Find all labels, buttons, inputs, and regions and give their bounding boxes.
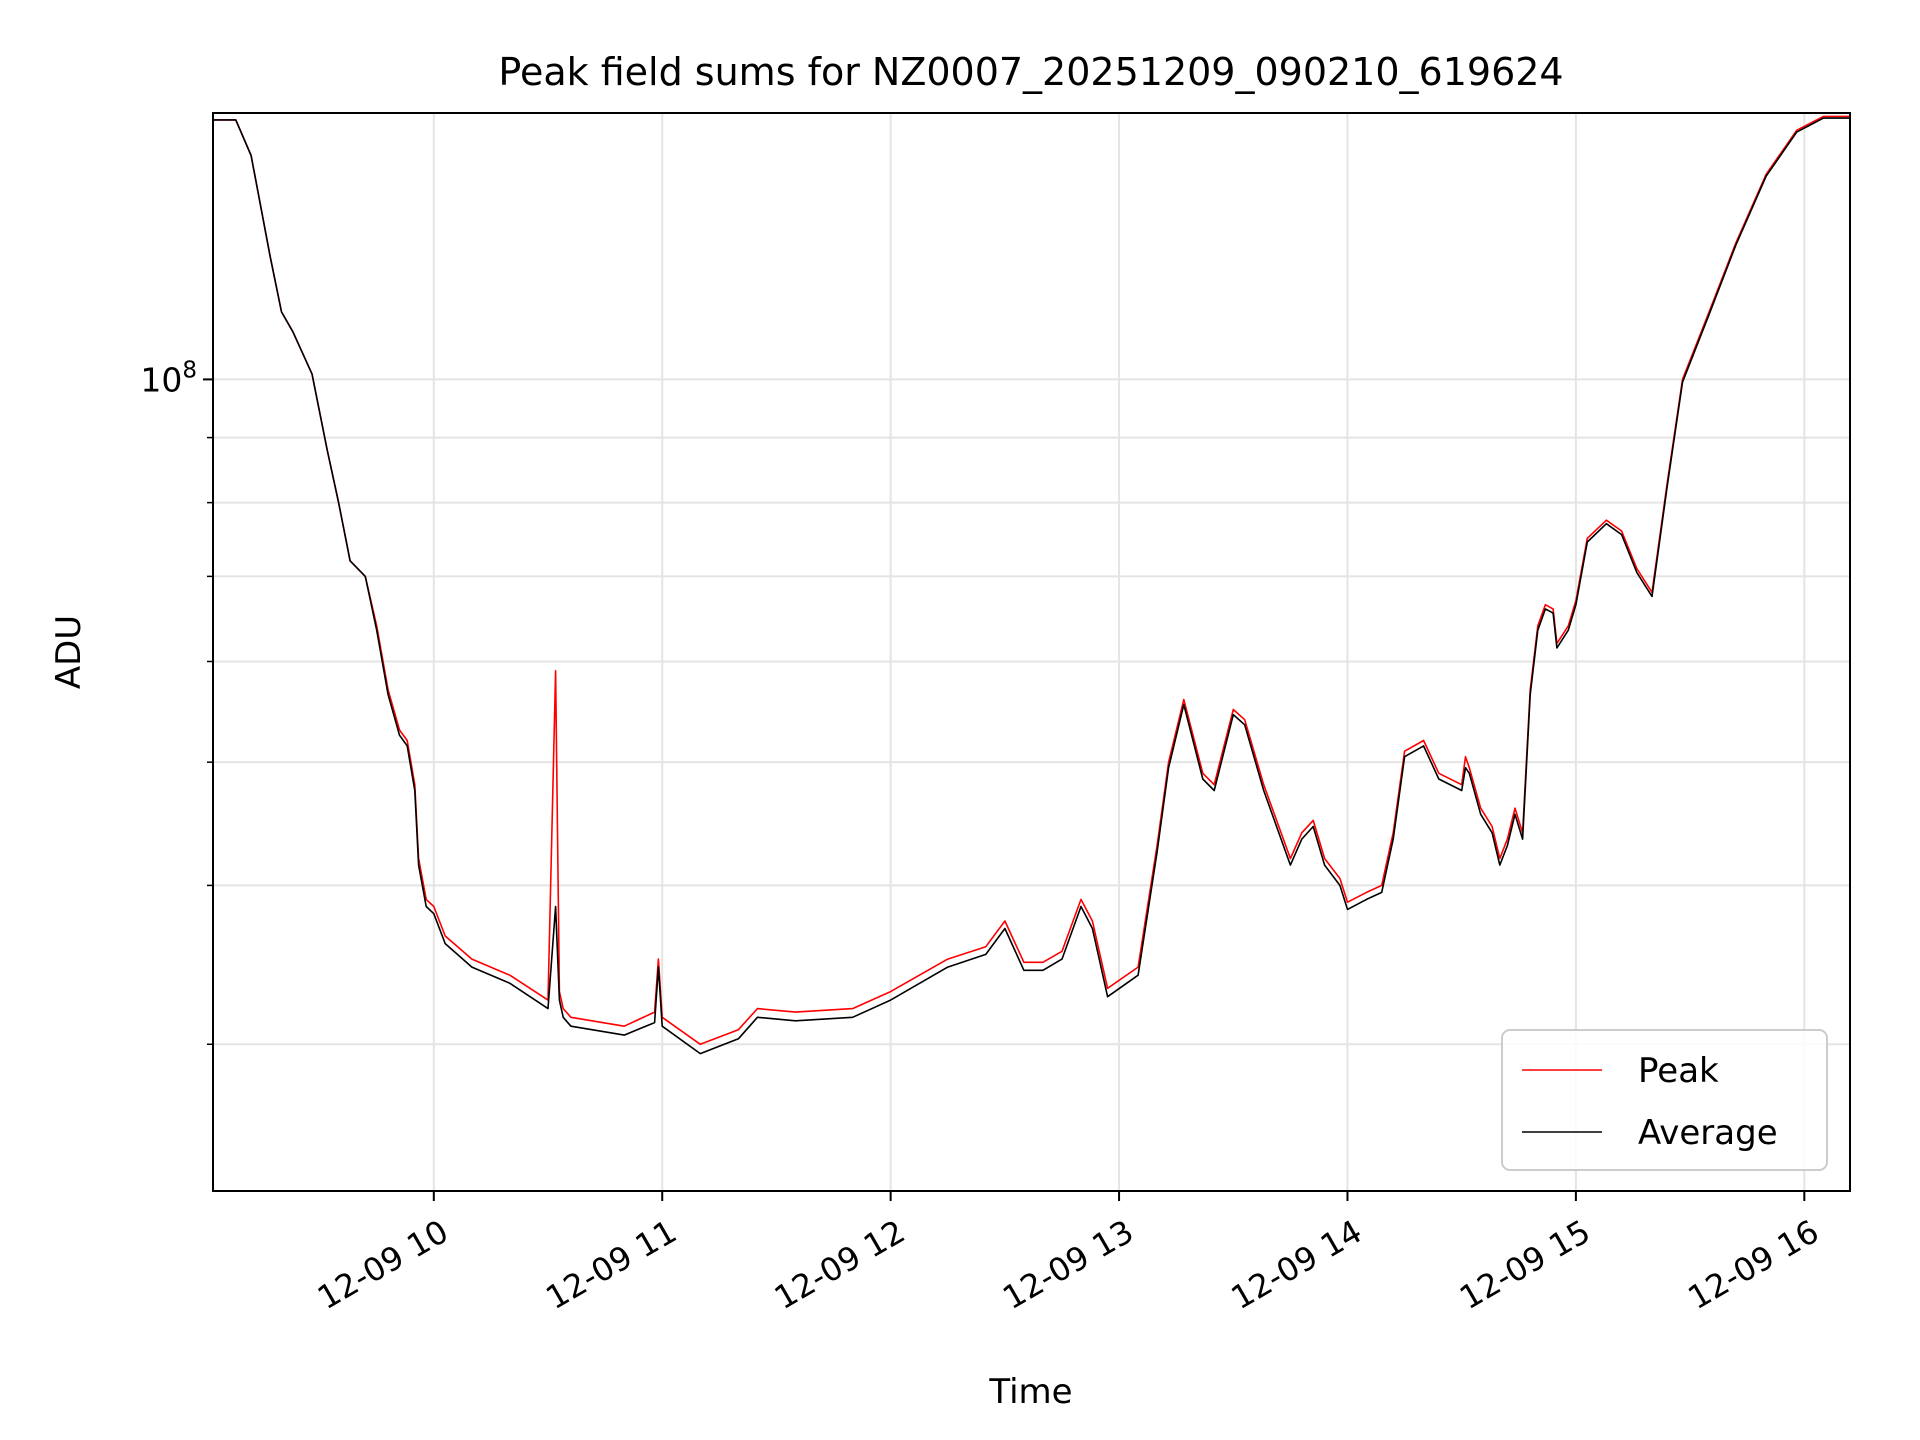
legend-average-label: Average [1638, 1113, 1778, 1153]
plot-frame [212, 112, 1851, 1192]
chart-title: Peak field sums for NZ0007_20251209_0902… [498, 50, 1563, 94]
legend-peak-label: Peak [1638, 1051, 1719, 1091]
legend-box [1501, 1029, 1828, 1171]
y-axis-label: ADU [49, 615, 89, 689]
grid [213, 113, 1850, 1191]
y-tick-label: 108 [140, 357, 197, 399]
series-line-average [213, 117, 1850, 1055]
legend: Peak Average [1501, 1029, 1828, 1171]
x-axis-label: Time [988, 1372, 1072, 1412]
series-layer [213, 115, 1850, 1055]
